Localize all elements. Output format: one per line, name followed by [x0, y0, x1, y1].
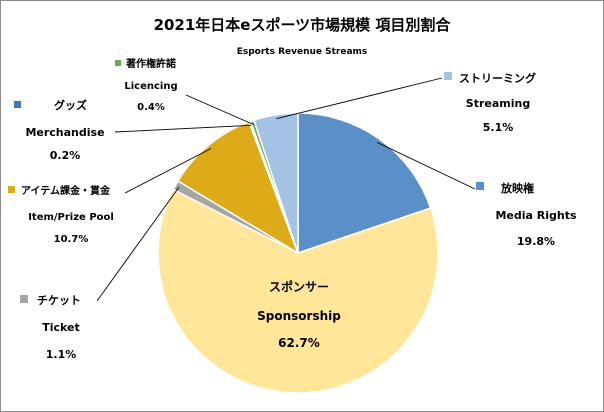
slice-value-sponsorship: 62.7%: [278, 336, 320, 350]
slice-name-ja-media-rights: 放映権: [500, 181, 534, 195]
leader-line-item-prize-pool: [124, 148, 212, 194]
slice-name-en-item-prize-pool: Item/Prize Pool: [28, 212, 114, 223]
slice-name-ja-sponsorship: スポンサー: [269, 279, 329, 294]
leader-line-merchandise: [114, 124, 252, 133]
label-item-prize-pool: アイテム課金・賞金 Item/Prize Pool 10.7%: [8, 184, 114, 245]
leader-lines: [96, 77, 476, 302]
legend-swatch-streaming: [444, 72, 452, 80]
slice-name-en-media-rights: Media Rights: [495, 209, 577, 222]
slice-value-licencing: 0.4%: [137, 102, 165, 113]
legend-swatch-licencing: [115, 60, 121, 66]
leader-line-ticket: [96, 186, 180, 302]
slice-name-ja-streaming: ストリーミング: [459, 71, 536, 85]
slice-name-en-licencing: Licencing: [124, 81, 177, 92]
slice-value-media-rights: 19.8%: [517, 235, 555, 248]
label-merchandise: グッズ Merchandise 0.2%: [14, 98, 105, 162]
chart-title: 2021年日本eスポーツ市場規模 項目別割合: [154, 16, 452, 34]
slice-name-ja-merchandise: グッズ: [54, 98, 87, 112]
legend-swatch-item-prize-pool: [8, 186, 15, 193]
leader-line-media-rights: [377, 142, 476, 190]
legend-swatch-merchandise: [14, 101, 21, 108]
label-streaming: ストリーミング Streaming 5.1%: [444, 71, 536, 134]
pie-slice-media-rights: [297, 112, 432, 255]
label-licencing: 著作権許諾 Licencing 0.4%: [115, 57, 178, 113]
slice-value-streaming: 5.1%: [483, 121, 514, 134]
slice-name-ja-item-prize-pool: アイテム課金・賞金: [21, 184, 111, 197]
label-sponsorship: スポンサー Sponsorship 62.7%: [257, 279, 341, 350]
slice-name-en-sponsorship: Sponsorship: [257, 309, 341, 323]
chart-subtitle: Esports Revenue Streams: [237, 47, 368, 57]
pie-slices: [157, 112, 439, 394]
leader-line-streaming: [276, 77, 443, 120]
pie-slice-item-prize-pool: [176, 120, 300, 255]
slice-value-merchandise: 0.2%: [50, 149, 81, 162]
slice-value-ticket: 1.1%: [46, 348, 77, 361]
slice-name-en-merchandise: Merchandise: [25, 126, 104, 139]
legend-swatch-ticket: [20, 295, 28, 303]
legend-swatch-media-rights: [476, 182, 484, 190]
slice-name-en-streaming: Streaming: [466, 97, 530, 110]
slice-name-en-ticket: Ticket: [42, 321, 80, 334]
label-ticket: チケット Ticket 1.1%: [20, 294, 81, 361]
slice-name-ja-ticket: チケット: [37, 294, 81, 307]
leader-line-licencing: [185, 94, 254, 125]
slice-name-ja-licencing: 著作権許諾: [125, 57, 176, 70]
label-media-rights: 放映権 Media Rights 19.8%: [476, 181, 577, 248]
slice-value-item-prize-pool: 10.7%: [54, 234, 89, 245]
pie-slice-sponsorship: [157, 188, 439, 394]
